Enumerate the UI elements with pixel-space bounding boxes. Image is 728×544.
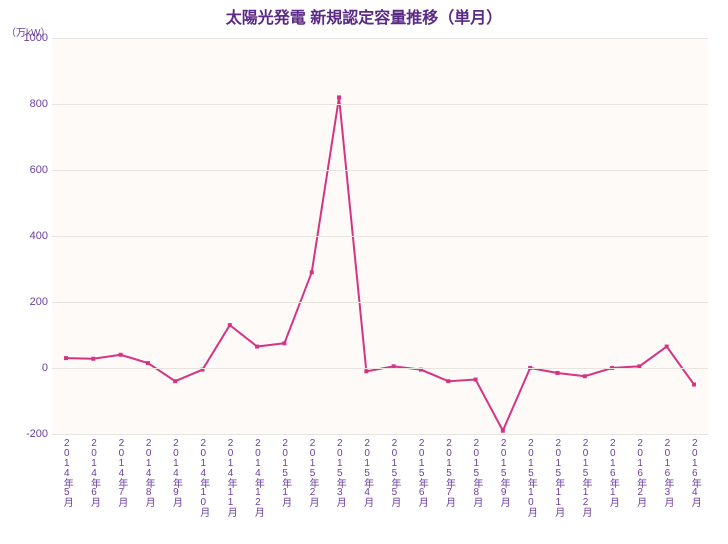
x-tick-label: 2014年11月 [225, 438, 236, 516]
data-marker [692, 383, 696, 387]
x-tick-label: 2015年6月 [416, 438, 427, 506]
data-marker [119, 353, 123, 357]
x-tick-label: 2014年9月 [170, 438, 181, 506]
x-tick-label: 2015年10月 [525, 438, 536, 516]
x-tick-label: 2015年5月 [388, 438, 399, 506]
x-tick-label: 2014年5月 [61, 438, 72, 506]
y-tick-label: 400 [8, 230, 48, 242]
data-marker [64, 356, 68, 360]
y-tick-label: 1000 [8, 32, 48, 44]
data-marker [282, 341, 286, 345]
data-marker [173, 379, 177, 383]
data-marker [228, 323, 232, 327]
data-marker [583, 374, 587, 378]
chart-container: 太陽光発電 新規認定容量推移（単月） （万kW） -20002004006008… [0, 0, 728, 544]
gridline [52, 236, 708, 237]
x-tick-label: 2015年8月 [470, 438, 481, 506]
y-tick-label: -200 [8, 428, 48, 440]
y-axis-labels: -20002004006008001000 [0, 38, 52, 434]
data-marker [337, 95, 341, 99]
gridline [52, 170, 708, 171]
y-tick-label: 200 [8, 296, 48, 308]
gridline [52, 368, 708, 369]
plot-area [52, 38, 708, 434]
chart-title: 太陽光発電 新規認定容量推移（単月） [0, 4, 728, 28]
x-tick-label: 2015年2月 [306, 438, 317, 506]
x-tick-label: 2015年9月 [498, 438, 509, 506]
x-tick-label: 2016年4月 [689, 438, 700, 506]
data-marker [474, 378, 478, 382]
x-tick-label: 2015年7月 [443, 438, 454, 506]
data-marker [255, 345, 259, 349]
gridline [52, 38, 708, 39]
data-marker [310, 270, 314, 274]
x-tick-label: 2014年10月 [197, 438, 208, 516]
y-tick-label: 800 [8, 98, 48, 110]
data-marker [364, 369, 368, 373]
data-marker [446, 379, 450, 383]
gridline [52, 302, 708, 303]
data-marker [665, 345, 669, 349]
y-tick-label: 600 [8, 164, 48, 176]
gridline [52, 104, 708, 105]
x-axis-labels: 2014年5月 2014年6月 2014年7月 2014年8月 2014年9月 2014年… [52, 434, 708, 544]
x-tick-label: 2015年1月 [279, 438, 290, 506]
x-tick-label: 2014年6月 [88, 438, 99, 506]
x-tick-label: 2015年12月 [580, 438, 591, 516]
data-marker [146, 361, 150, 365]
series-line [66, 97, 694, 430]
x-tick-label: 2014年8月 [143, 438, 154, 506]
x-tick-label: 2016年1月 [607, 438, 618, 506]
data-marker [501, 429, 505, 433]
x-tick-label: 2015年4月 [361, 438, 372, 506]
x-tick-label: 2016年2月 [634, 438, 645, 506]
x-tick-label: 2014年7月 [115, 438, 126, 506]
x-tick-label: 2015年3月 [334, 438, 345, 506]
x-tick-label: 2015年11月 [552, 438, 563, 516]
data-marker [555, 371, 559, 375]
y-tick-label: 0 [8, 362, 48, 374]
data-marker [91, 357, 95, 361]
x-tick-label: 2014年12月 [252, 438, 263, 516]
x-tick-label: 2016年3月 [661, 438, 672, 506]
